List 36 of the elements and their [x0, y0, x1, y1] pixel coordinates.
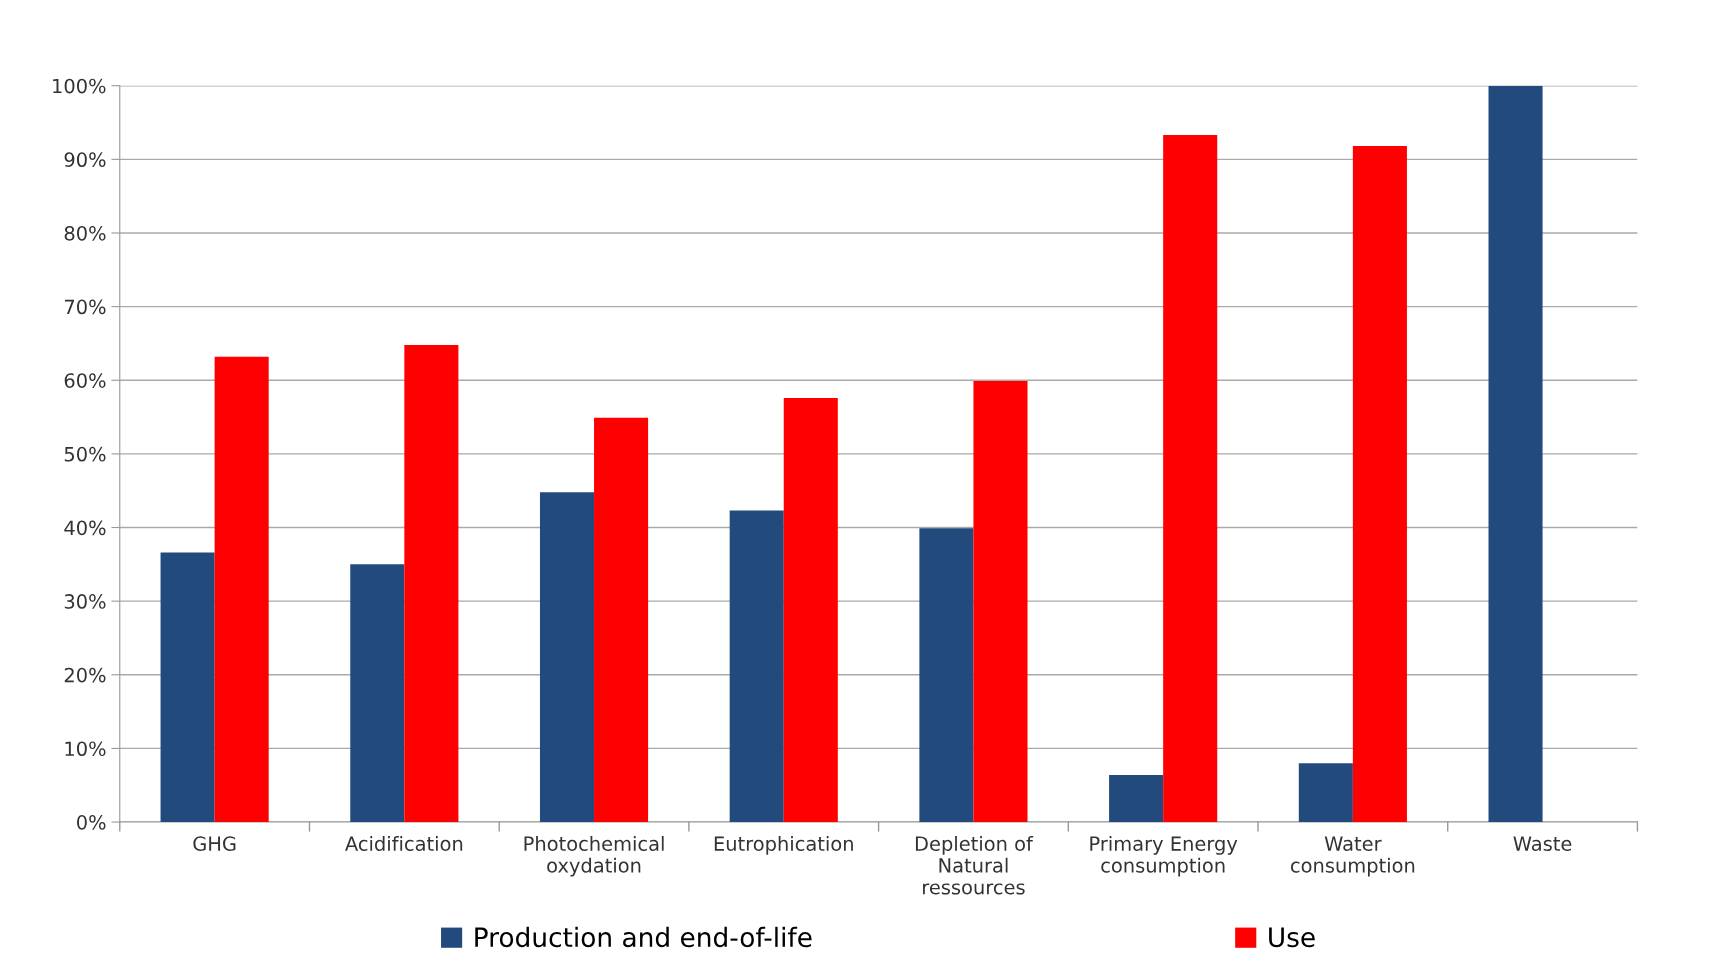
- bar: [1163, 135, 1218, 823]
- bar: [729, 510, 784, 823]
- bar: [539, 492, 595, 823]
- bar: [404, 344, 459, 823]
- y-tick-label: 100%: [53, 78, 106, 94]
- legend-label: Production and end-of-life: [475, 926, 812, 948]
- bar: [214, 356, 269, 823]
- bar: [783, 397, 838, 823]
- x-tick-label: Waste: [1513, 836, 1572, 851]
- legend-label: Use: [1269, 927, 1315, 948]
- y-tick-label: 80%: [64, 225, 106, 241]
- bar: [1298, 763, 1353, 823]
- x-tick-label: Acidification: [345, 835, 463, 851]
- y-tick-label: 40%: [64, 520, 106, 536]
- y-tick-label: 60%: [64, 373, 106, 388]
- y-tick-label: 30%: [64, 594, 106, 609]
- x-tick-label: Primary Energy consumption: [1090, 835, 1238, 877]
- x-tick-label: GHG: [193, 836, 236, 851]
- y-tick-label: 0%: [77, 815, 106, 830]
- bar: [160, 552, 215, 823]
- y-tick-label: 90%: [64, 152, 106, 168]
- bar: [350, 564, 405, 823]
- x-tick-label: Photochemical oxydation: [524, 835, 664, 877]
- bar: [1488, 85, 1543, 823]
- bar: [594, 417, 649, 823]
- y-tick-label: 10%: [65, 741, 106, 757]
- x-tick-label: Eutrophication: [714, 835, 853, 855]
- bar: [973, 380, 1028, 823]
- bar: [919, 528, 974, 823]
- x-tick-label: Depletion of Natural ressources: [915, 835, 1034, 895]
- bar: [1352, 146, 1407, 823]
- y-tick-label: 70%: [64, 299, 106, 315]
- y-tick-label: 50%: [64, 446, 106, 462]
- y-tick-label: 20%: [64, 667, 106, 683]
- bar: [1109, 774, 1164, 823]
- x-tick-label: Water consumption: [1290, 836, 1415, 877]
